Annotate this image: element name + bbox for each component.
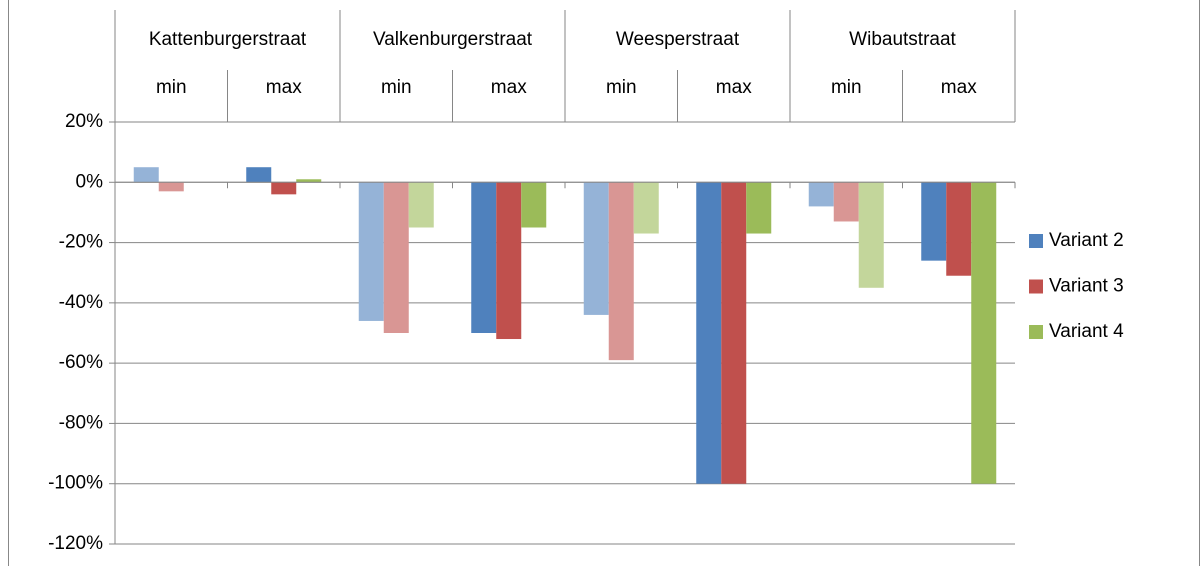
group-label: Wibautstraat — [849, 29, 956, 50]
x-tick-label: min — [156, 77, 187, 98]
bar — [808, 182, 834, 207]
group-label: Valkenburgerstraat — [373, 29, 533, 50]
y-tick-label: -40% — [59, 292, 103, 313]
bar — [133, 167, 159, 183]
y-tick-label: -60% — [59, 352, 103, 373]
x-tick-label: max — [941, 77, 977, 98]
x-tick-label: min — [606, 77, 637, 98]
bar — [358, 182, 384, 321]
legend-swatch — [1029, 234, 1043, 248]
bar — [383, 182, 409, 333]
legend-swatch — [1029, 325, 1043, 339]
bar — [858, 182, 884, 288]
bar — [608, 182, 634, 361]
bar — [521, 182, 547, 228]
legend-swatch — [1029, 279, 1043, 294]
bar — [496, 182, 522, 340]
y-tick-label: -120% — [48, 533, 103, 554]
bar — [921, 182, 947, 261]
bar — [583, 182, 609, 315]
bar — [408, 182, 434, 228]
bar — [746, 182, 772, 234]
legend-label: Variant 2 — [1049, 230, 1124, 251]
y-tick-label: 20% — [65, 111, 103, 132]
x-tick-label: min — [831, 77, 862, 98]
y-tick-label: -20% — [59, 232, 103, 253]
bar — [296, 179, 322, 183]
bar — [471, 182, 497, 333]
bar — [158, 182, 184, 192]
bar — [271, 182, 297, 195]
bar — [633, 182, 659, 234]
x-tick-label: min — [381, 77, 412, 98]
x-tick-label: max — [266, 77, 302, 98]
y-tick-label: 0% — [76, 171, 104, 192]
legend-label: Variant 3 — [1049, 276, 1124, 297]
x-tick-label: max — [716, 77, 752, 98]
bar — [721, 182, 747, 484]
bar — [246, 167, 272, 183]
bar — [971, 182, 997, 484]
bar — [696, 182, 722, 484]
y-tick-label: -100% — [48, 473, 103, 494]
y-tick-label: -80% — [59, 412, 103, 433]
group-label: Weesperstraat — [616, 29, 740, 50]
legend-label: Variant 4 — [1049, 321, 1124, 342]
group-label: Kattenburgerstraat — [149, 29, 307, 50]
x-tick-label: max — [491, 77, 527, 98]
bar — [946, 182, 972, 276]
bar — [833, 182, 859, 222]
chart-frame — [8, 0, 1200, 566]
